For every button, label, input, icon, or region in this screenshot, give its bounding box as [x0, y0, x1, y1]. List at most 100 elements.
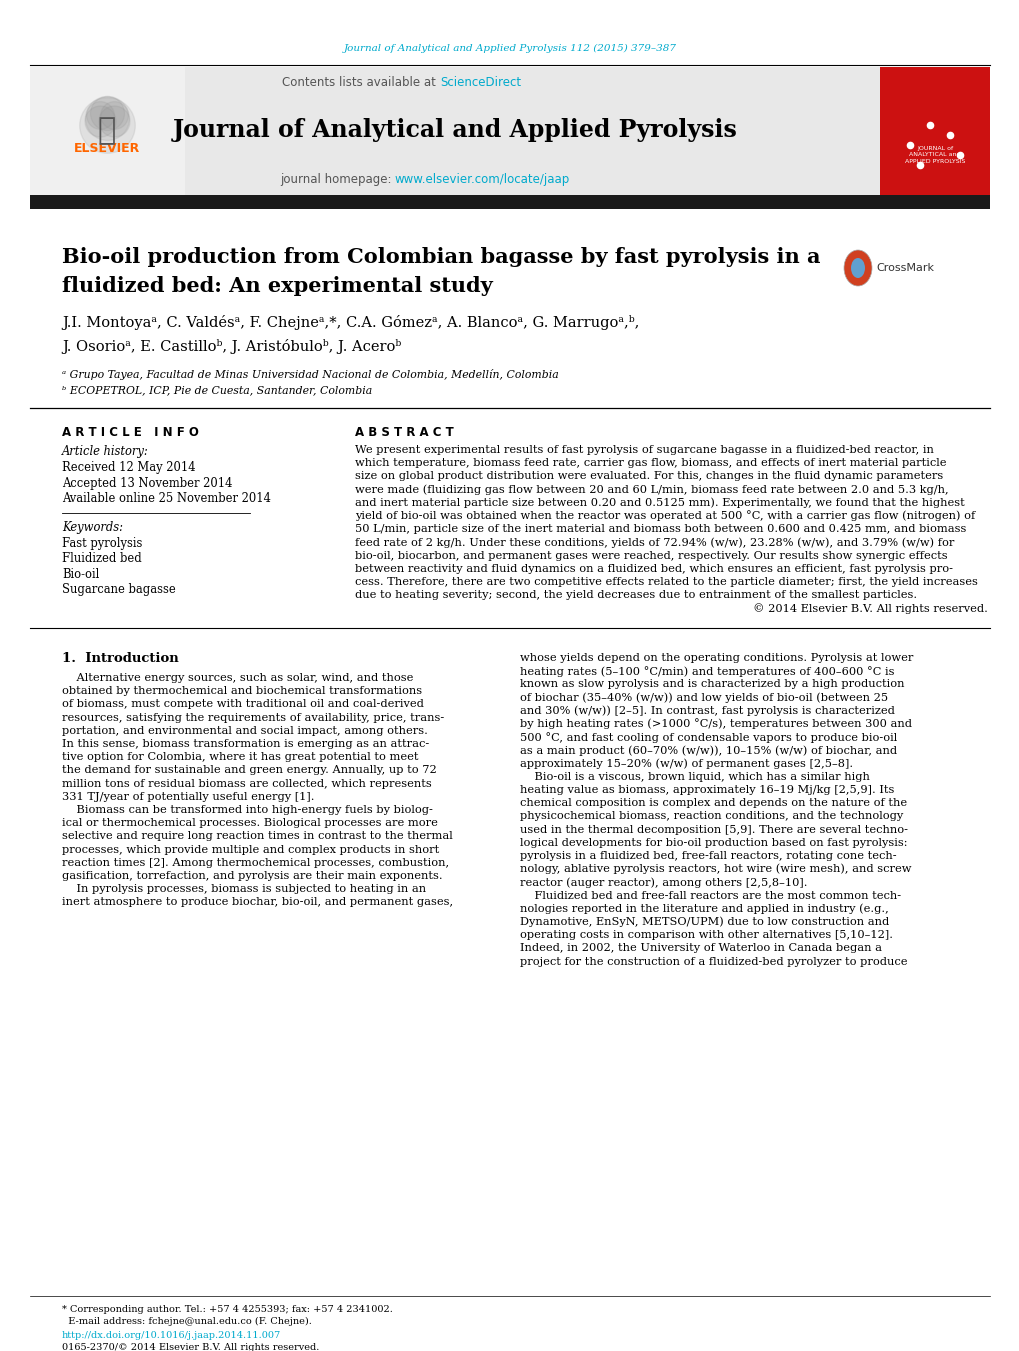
Text: fluidized bed: An experimental study: fluidized bed: An experimental study	[62, 276, 492, 296]
Text: Alternative energy sources, such as solar, wind, and those: Alternative energy sources, such as sola…	[62, 673, 413, 684]
Text: Biomass can be transformed into high-energy fuels by biolog-: Biomass can be transformed into high-ene…	[62, 805, 432, 815]
Text: CrossMark: CrossMark	[875, 263, 933, 273]
Text: Fast pyrolysis: Fast pyrolysis	[62, 538, 143, 550]
Text: selective and require long reaction times in contrast to the thermal: selective and require long reaction time…	[62, 831, 452, 842]
Text: http://dx.doi.org/10.1016/j.jaap.2014.11.007: http://dx.doi.org/10.1016/j.jaap.2014.11…	[62, 1332, 281, 1340]
Point	[99, 115, 115, 136]
Point	[92, 104, 108, 126]
Text: www.elsevier.com/locate/jaap: www.elsevier.com/locate/jaap	[394, 173, 570, 186]
Text: Dynamotive, EnSyN, METSO/UPM) due to low construction and: Dynamotive, EnSyN, METSO/UPM) due to low…	[520, 917, 889, 927]
Point	[106, 111, 122, 132]
Text: * Corresponding author. Tel.: +57 4 4255393; fax: +57 4 2341002.: * Corresponding author. Tel.: +57 4 4255…	[62, 1305, 392, 1313]
Text: Indeed, in 2002, the University of Waterloo in Canada began a: Indeed, in 2002, the University of Water…	[520, 943, 881, 954]
Text: approximately 15–20% (w/w) of permanent gases [2,5–8].: approximately 15–20% (w/w) of permanent …	[520, 758, 852, 769]
Text: In pyrolysis processes, biomass is subjected to heating in an: In pyrolysis processes, biomass is subje…	[62, 884, 426, 894]
Text: Bio-oil is a viscous, brown liquid, which has a similar high: Bio-oil is a viscous, brown liquid, whic…	[520, 771, 869, 782]
Point	[911, 154, 927, 176]
Text: heating value as biomass, approximately 16–19 Mj/kg [2,5,9]. Its: heating value as biomass, approximately …	[520, 785, 894, 794]
Point	[99, 103, 115, 124]
Text: cess. Therefore, there are two competitive effects related to the particle diame: cess. Therefore, there are two competiti…	[355, 577, 977, 586]
Text: resources, satisfying the requirements of availability, price, trans-: resources, satisfying the requirements o…	[62, 712, 444, 723]
Text: and inert material particle size between 0.20 and 0.5125 mm). Experimentally, we: and inert material particle size between…	[355, 497, 964, 508]
Point	[99, 107, 115, 128]
Text: pyrolysis in a fluidized bed, free-fall reactors, rotating cone tech-: pyrolysis in a fluidized bed, free-fall …	[520, 851, 896, 861]
Text: physicochemical biomass, reaction conditions, and the technology: physicochemical biomass, reaction condit…	[520, 812, 903, 821]
Text: Available online 25 November 2014: Available online 25 November 2014	[62, 492, 271, 504]
Text: and 30% (w/w)) [2–5]. In contrast, fast pyrolysis is characterized: and 30% (w/w)) [2–5]. In contrast, fast …	[520, 705, 894, 716]
Text: the demand for sustainable and green energy. Annually, up to 72: the demand for sustainable and green ene…	[62, 766, 436, 775]
Ellipse shape	[850, 258, 864, 278]
Text: Bio-oil: Bio-oil	[62, 567, 99, 581]
Text: used in the thermal decomposition [5,9]. There are several techno-: used in the thermal decomposition [5,9].…	[520, 824, 907, 835]
Text: A R T I C L E   I N F O: A R T I C L E I N F O	[62, 426, 199, 439]
Text: JOURNAL of
ANALYTICAL and
APPLIED PYROLYSIS: JOURNAL of ANALYTICAL and APPLIED PYROLY…	[904, 146, 964, 163]
Text: between reactivity and fluid dynamics on a fluidized bed, which ensures an effic: between reactivity and fluid dynamics on…	[355, 563, 952, 574]
Point	[941, 124, 957, 146]
Text: which temperature, biomass feed rate, carrier gas flow, biomass, and effects of : which temperature, biomass feed rate, ca…	[355, 458, 946, 469]
Text: of biochar (35–40% (w/w)) and low yields of bio-oil (between 25: of biochar (35–40% (w/w)) and low yields…	[520, 692, 888, 703]
Text: whose yields depend on the operating conditions. Pyrolysis at lower: whose yields depend on the operating con…	[520, 653, 912, 663]
Text: were made (fluidizing gas flow between 20 and 60 L/min, biomass feed rate betwee: were made (fluidizing gas flow between 2…	[355, 484, 948, 494]
Text: © 2014 Elsevier B.V. All rights reserved.: © 2014 Elsevier B.V. All rights reserved…	[752, 603, 987, 613]
Text: ical or thermochemical processes. Biological processes are more: ical or thermochemical processes. Biolog…	[62, 819, 437, 828]
Text: 0165-2370/© 2014 Elsevier B.V. All rights reserved.: 0165-2370/© 2014 Elsevier B.V. All right…	[62, 1343, 319, 1351]
Text: Fluidized bed and free-fall reactors are the most common tech-: Fluidized bed and free-fall reactors are…	[520, 890, 900, 901]
Text: Accepted 13 November 2014: Accepted 13 November 2014	[62, 477, 232, 489]
Text: E-mail address: fchejne@unal.edu.co (F. Chejne).: E-mail address: fchejne@unal.edu.co (F. …	[62, 1316, 312, 1325]
Text: due to heating severity; second, the yield decreases due to entrainment of the s: due to heating severity; second, the yie…	[355, 590, 916, 600]
Text: heating rates (5–100 °C/min) and temperatures of 400–600 °C is: heating rates (5–100 °C/min) and tempera…	[520, 666, 894, 677]
Point	[92, 111, 108, 132]
Text: J.I. Montoyaᵃ, C. Valdésᵃ, F. Chejneᵃ,*, C.A. Gómezᵃ, A. Blancoᵃ, G. Marrugoᵃ,ᵇ,: J.I. Montoyaᵃ, C. Valdésᵃ, F. Chejneᵃ,*,…	[62, 316, 639, 331]
Text: journal homepage:: journal homepage:	[279, 173, 394, 186]
Bar	[30, 68, 184, 195]
Text: processes, which provide multiple and complex products in short: processes, which provide multiple and co…	[62, 844, 439, 855]
Text: by high heating rates (>1000 °C/s), temperatures between 300 and: by high heating rates (>1000 °C/s), temp…	[520, 719, 911, 730]
Text: 50 L/min, particle size of the inert material and biomass both between 0.600 and: 50 L/min, particle size of the inert mat…	[355, 524, 965, 534]
Text: yield of bio-oil was obtained when the reactor was operated at 500 °C, with a ca: yield of bio-oil was obtained when the r…	[355, 511, 974, 521]
Point	[106, 104, 122, 126]
Text: Contents lists available at: Contents lists available at	[282, 77, 439, 89]
Text: We present experimental results of fast pyrolysis of sugarcane bagasse in a flui: We present experimental results of fast …	[355, 444, 933, 455]
Text: obtained by thermochemical and biochemical transformations: obtained by thermochemical and biochemic…	[62, 686, 422, 696]
Text: operating costs in comparison with other alternatives [5,10–12].: operating costs in comparison with other…	[520, 931, 892, 940]
Text: Received 12 May 2014: Received 12 May 2014	[62, 462, 196, 474]
Text: size on global product distribution were evaluated. For this, changes in the flu: size on global product distribution were…	[355, 471, 943, 481]
Text: reactor (auger reactor), among others [2,5,8–10].: reactor (auger reactor), among others [2…	[520, 877, 807, 888]
Text: project for the construction of a fluidized-bed pyrolyzer to produce: project for the construction of a fluidi…	[520, 957, 907, 966]
Text: 500 °C, and fast cooling of condensable vapors to produce bio-oil: 500 °C, and fast cooling of condensable …	[520, 732, 897, 743]
Point	[951, 145, 967, 166]
Text: 🌲: 🌲	[98, 116, 116, 146]
Text: inert atmosphere to produce biochar, bio-oil, and permanent gases,: inert atmosphere to produce biochar, bio…	[62, 897, 452, 908]
Text: known as slow pyrolysis and is characterized by a high production: known as slow pyrolysis and is character…	[520, 680, 904, 689]
Text: ELSEVIER: ELSEVIER	[73, 142, 140, 154]
Text: ᵃ Grupo Tayea, Facultad de Minas Universidad Nacional de Colombia, Medellín, Col: ᵃ Grupo Tayea, Facultad de Minas Univers…	[62, 369, 558, 380]
Point	[901, 134, 917, 155]
Bar	[30, 195, 989, 209]
Bar	[30, 68, 879, 195]
Text: chemical composition is complex and depends on the nature of the: chemical composition is complex and depe…	[520, 798, 906, 808]
Ellipse shape	[843, 250, 871, 286]
Text: nology, ablative pyrolysis reactors, hot wire (wire mesh), and screw: nology, ablative pyrolysis reactors, hot…	[520, 863, 911, 874]
Text: gasification, torrefaction, and pyrolysis are their main exponents.: gasification, torrefaction, and pyrolysi…	[62, 871, 442, 881]
Point	[921, 115, 937, 136]
Text: ScienceDirect: ScienceDirect	[439, 77, 521, 89]
Text: of biomass, must compete with traditional oil and coal-derived: of biomass, must compete with traditiona…	[62, 700, 424, 709]
Text: Article history:: Article history:	[62, 446, 149, 458]
Text: as a main product (60–70% (w/w)), 10–15% (w/w) of biochar, and: as a main product (60–70% (w/w)), 10–15%…	[520, 746, 897, 755]
Text: 331 TJ/year of potentially useful energy [1].: 331 TJ/year of potentially useful energy…	[62, 792, 314, 801]
Text: Bio-oil production from Colombian bagasse by fast pyrolysis in a: Bio-oil production from Colombian bagass…	[62, 247, 819, 267]
Text: bio-oil, biocarbon, and permanent gases were reached, respectively. Our results : bio-oil, biocarbon, and permanent gases …	[355, 551, 947, 561]
Text: nologies reported in the literature and applied in industry (e.g.,: nologies reported in the literature and …	[520, 904, 888, 915]
Text: J. Osorioᵃ, E. Castilloᵇ, J. Aristóbuloᵇ, J. Aceroᵇ: J. Osorioᵃ, E. Castilloᵇ, J. Aristóbuloᵇ…	[62, 339, 400, 354]
Text: reaction times [2]. Among thermochemical processes, combustion,: reaction times [2]. Among thermochemical…	[62, 858, 448, 867]
Text: A B S T R A C T: A B S T R A C T	[355, 426, 453, 439]
Bar	[879, 68, 989, 195]
Text: Journal of Analytical and Applied Pyrolysis: Journal of Analytical and Applied Pyroly…	[172, 118, 737, 142]
Text: portation, and environmental and social impact, among others.: portation, and environmental and social …	[62, 725, 427, 736]
Text: Sugarcane bagasse: Sugarcane bagasse	[62, 582, 175, 596]
Text: 1.  Introduction: 1. Introduction	[62, 651, 178, 665]
Text: logical developments for bio-oil production based on fast pyrolysis:: logical developments for bio-oil product…	[520, 838, 907, 848]
Text: tive option for Colombia, where it has great potential to meet: tive option for Colombia, where it has g…	[62, 753, 418, 762]
Text: Fluidized bed: Fluidized bed	[62, 553, 142, 566]
Text: ᵇ ECOPETROL, ICP, Pie de Cuesta, Santander, Colombia: ᵇ ECOPETROL, ICP, Pie de Cuesta, Santand…	[62, 385, 372, 394]
